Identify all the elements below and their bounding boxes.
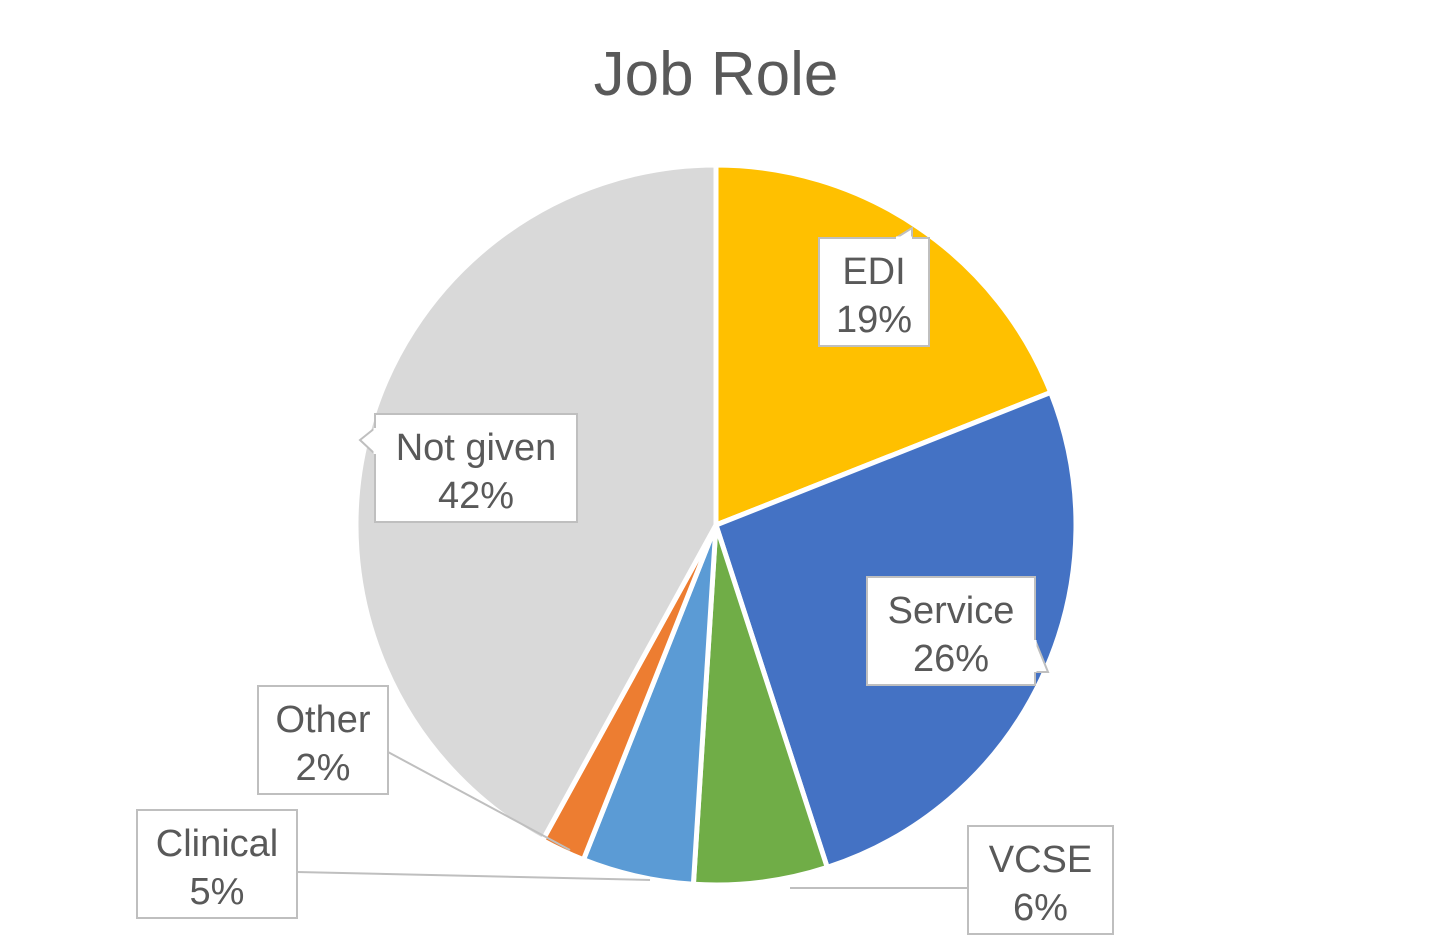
data-label-category: VCSE [989, 839, 1092, 881]
data-label-category: Service [888, 590, 1015, 632]
data-label-category: Clinical [156, 823, 278, 865]
data-label-value: 6% [1013, 887, 1068, 929]
callout-box [818, 237, 930, 347]
leader-line-clinical [296, 871, 651, 881]
data-label-clinical: Clinical 5% [136, 809, 298, 919]
callout-box [967, 825, 1114, 935]
leader-line-other [387, 751, 571, 851]
data-label-value: 2% [296, 747, 351, 789]
pie-slices [353, 162, 1079, 888]
pie-slice-vcse [690, 522, 830, 888]
data-labels: EDI 19% Service 26% VCSE 6% Clinical 5% Other 2% N… [136, 226, 1114, 935]
data-label-service: Service 26% [866, 576, 1050, 686]
data-label-value: 5% [190, 871, 245, 913]
callout-box [374, 413, 578, 523]
callout-box [136, 809, 298, 919]
data-label-other: Other 2% [257, 685, 389, 795]
data-label-edi: EDI 19% [818, 226, 930, 347]
data-label-category: EDI [842, 251, 905, 293]
data-label-value: 42% [438, 475, 514, 517]
callout-box [257, 685, 389, 795]
data-label-value: 19% [836, 299, 912, 341]
data-label-vcse: VCSE 6% [967, 825, 1114, 935]
data-label-category: Other [275, 699, 370, 741]
data-label-category: Not given [396, 427, 557, 469]
leader-lines [296, 751, 968, 889]
chart-title: Job Role [594, 40, 839, 109]
data-label-value: 26% [913, 638, 989, 680]
callout-box [866, 576, 1036, 686]
data-label-not-given: Not given 42% [358, 413, 578, 523]
